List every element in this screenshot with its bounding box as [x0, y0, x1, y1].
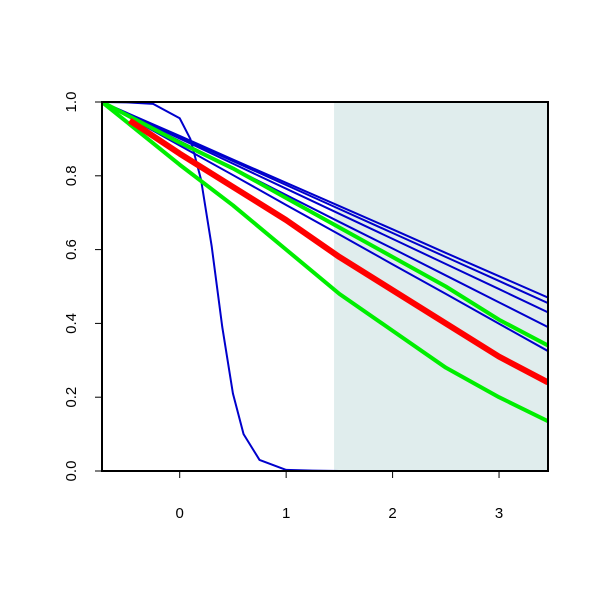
- shaded-region: [334, 102, 548, 471]
- x-tick-label: 1: [282, 505, 290, 522]
- y-tick-label: 1.0: [63, 92, 80, 113]
- plot-frame: [101, 101, 549, 472]
- y-tick-label: 0.0: [63, 461, 80, 482]
- x-tick-label: 2: [388, 505, 396, 522]
- line: [102, 102, 548, 348]
- line: [102, 102, 548, 299]
- line: [128, 117, 548, 386]
- y-tick-label: 0.8: [63, 165, 80, 186]
- line: [102, 102, 548, 423]
- y-tick-label: 0.4: [63, 313, 80, 334]
- y-tick-label: 0.6: [63, 239, 80, 260]
- y-tick-label: 0.2: [63, 387, 80, 408]
- line: [102, 102, 548, 305]
- x-tick-label: 3: [495, 505, 503, 522]
- x-tick-label: 0: [176, 505, 184, 522]
- line: [102, 102, 548, 314]
- line: [102, 102, 548, 352]
